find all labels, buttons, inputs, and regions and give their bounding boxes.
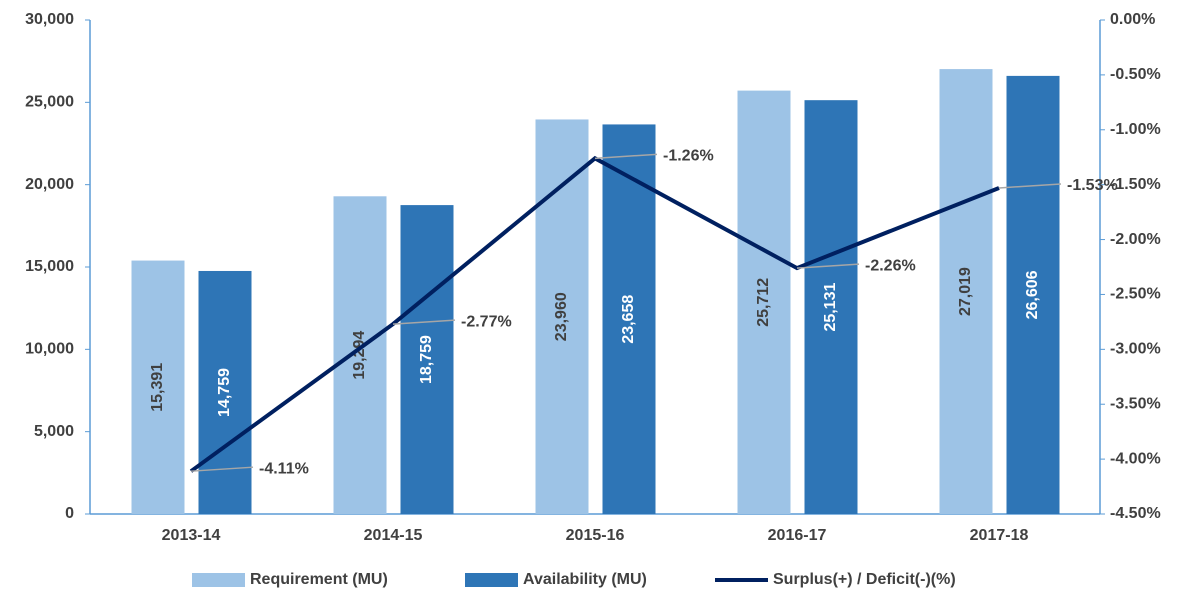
y2-tick-label: -2.00% <box>1110 231 1161 248</box>
bar-value-label: 25,712 <box>755 278 772 327</box>
bar <box>602 124 656 514</box>
bar-value-label: 23,960 <box>553 292 570 341</box>
x-tick-label: 2016-17 <box>768 527 827 544</box>
line-series <box>189 155 1000 473</box>
bar <box>1006 75 1060 514</box>
line-value-label: -4.11% <box>259 460 309 477</box>
leader-line <box>392 319 456 325</box>
y-tick-label: 25,000 <box>25 94 74 111</box>
bar <box>737 90 791 514</box>
y-tick-label: 20,000 <box>25 176 74 193</box>
leader-line <box>796 263 860 269</box>
bar-value-label: 18,759 <box>418 335 435 384</box>
leader-line <box>998 183 1062 189</box>
bar <box>131 260 185 514</box>
bar-value-label: 26,606 <box>1024 270 1041 319</box>
y2-tick-label: 0.00% <box>1110 11 1155 28</box>
line-value-label: -2.77% <box>461 313 512 330</box>
x-tick-label: 2017-18 <box>970 527 1029 544</box>
leader-line <box>594 153 658 160</box>
bar <box>198 270 252 514</box>
leader-line <box>190 466 254 472</box>
bar <box>400 205 454 514</box>
y-tick-label: 10,000 <box>25 341 74 358</box>
bar <box>333 196 387 515</box>
legend-label: Availability (MU) <box>523 571 647 588</box>
y2-tick-label: -1.50% <box>1110 176 1161 193</box>
y-tick-label: 0 <box>65 505 74 522</box>
line-value-label: -2.26% <box>865 257 916 274</box>
bar-value-label: 27,019 <box>957 267 974 316</box>
y2-tick-label: -3.00% <box>1110 341 1161 358</box>
legend-swatch <box>465 573 518 587</box>
x-tick-label: 2013-14 <box>162 527 221 544</box>
legend-swatch <box>192 573 245 587</box>
bar-value-label: 14,759 <box>216 368 233 417</box>
x-tick-label: 2015-16 <box>566 527 625 544</box>
bar-value-label: 15,391 <box>149 363 166 412</box>
x-tick-label: 2014-15 <box>364 527 423 544</box>
y2-tick-label: -4.00% <box>1110 450 1161 467</box>
line-value-label: -1.26% <box>663 148 714 165</box>
line-value-label: -1.53% <box>1067 177 1118 194</box>
legend-label: Surplus(+) / Deficit(-)(%) <box>773 571 956 588</box>
y2-tick-label: -3.50% <box>1110 395 1161 412</box>
bar-value-label: 25,131 <box>822 283 839 332</box>
y2-tick-label: -0.50% <box>1110 66 1161 83</box>
legend-label: Requirement (MU) <box>250 571 388 588</box>
y-tick-label: 30,000 <box>25 11 74 28</box>
y2-tick-label: -2.50% <box>1110 286 1161 303</box>
y-tick-label: 15,000 <box>25 258 74 275</box>
y-tick-label: 5,000 <box>34 423 74 440</box>
bar-value-label: 23,658 <box>620 295 637 344</box>
y2-tick-label: -4.50% <box>1110 505 1161 522</box>
y2-tick-label: -1.00% <box>1110 121 1161 138</box>
bar <box>939 69 993 515</box>
bar <box>804 100 858 514</box>
